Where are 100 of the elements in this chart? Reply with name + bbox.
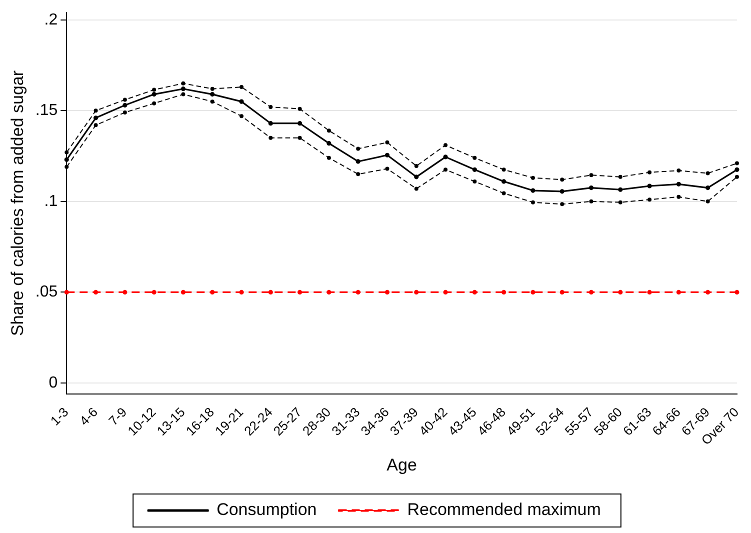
point [560,189,564,194]
point [326,290,332,294]
point [152,92,156,97]
point [385,166,390,171]
point [502,191,506,196]
point [502,168,506,172]
point [530,176,535,180]
point [122,110,127,114]
point [181,81,186,86]
point [122,98,127,102]
point [356,290,360,294]
point [502,290,506,294]
legend-label: Recommended maximum [407,500,601,520]
point [385,140,390,144]
point [530,290,536,294]
point [93,116,98,120]
point [268,290,273,294]
point [706,199,710,204]
point [94,108,98,113]
point [64,157,69,162]
x-tick-label: 7-9 [106,404,130,428]
point [122,290,128,294]
point [472,179,477,184]
point [472,290,477,294]
point [93,290,98,294]
point [210,92,215,97]
point [618,187,623,192]
point [384,152,390,158]
point [64,150,69,154]
point [210,86,214,91]
point [298,121,302,126]
y-axis-title: Share of calories from added sugar [8,70,27,336]
point [676,194,681,199]
point [326,141,332,146]
point [589,173,594,178]
point [240,85,244,90]
point [414,290,419,294]
point [94,123,98,128]
point [648,170,652,174]
point [298,106,302,111]
y-tick-label: .15 [35,102,58,120]
point [560,202,564,206]
point [180,290,186,294]
point [240,114,244,118]
point [152,88,156,92]
point [326,156,331,160]
point [210,290,215,294]
point [588,186,594,190]
point [326,128,331,133]
point [618,174,622,179]
point [181,92,186,96]
point [647,184,652,188]
point [706,171,710,176]
point [268,121,273,126]
point [472,156,477,160]
point [560,290,564,294]
point [122,102,128,108]
point [414,186,418,191]
point [530,200,535,204]
legend-label: Consumption [216,500,317,520]
point [268,105,273,110]
point [734,290,740,294]
point [676,182,681,186]
point [589,199,594,204]
y-tick-label: 0 [48,374,58,392]
y-tick-label: .05 [35,284,58,301]
point [180,86,186,92]
point [676,168,681,173]
point [298,290,302,294]
point [356,159,360,164]
point [588,290,594,294]
point [676,290,681,294]
point [647,290,652,294]
point [384,290,390,294]
point [239,290,244,294]
point [734,161,739,166]
point [530,188,536,193]
point [618,200,622,204]
point [443,290,448,294]
point [734,167,740,172]
point [268,136,273,140]
point [64,164,69,169]
point [239,99,244,104]
point [444,143,448,148]
x-axis-title: Age [386,455,417,474]
point [414,174,419,180]
y-tick-label: .2 [44,11,58,28]
x-tick-label: 4-6 [76,404,100,428]
point [560,178,564,182]
point [64,290,69,294]
point [648,198,652,202]
y-tick-label: .1 [44,192,58,210]
point [502,179,506,184]
point [356,172,360,176]
point [443,154,448,160]
point [618,290,623,294]
point [706,290,710,294]
point [444,168,448,172]
point [414,164,418,168]
point [298,136,302,140]
